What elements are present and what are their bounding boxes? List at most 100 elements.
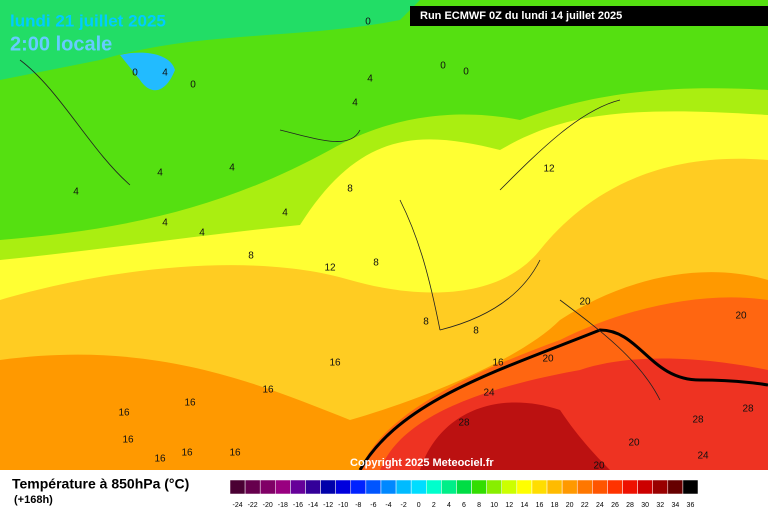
contour-label: 16	[492, 358, 504, 369]
contour-label: 4	[157, 168, 163, 179]
contour-label: 0	[463, 67, 469, 78]
color-swatch	[516, 479, 533, 495]
color-swatch	[561, 479, 578, 495]
contour-label: 0	[365, 17, 371, 28]
colorbar-tick-label: 32	[656, 502, 664, 509]
colorbar-tick-label: 2	[432, 502, 436, 509]
contour-label: 24	[483, 388, 495, 399]
forecast-time: 2:00 locale	[10, 33, 112, 55]
run-label: Run ECMWF 0Z du lundi 14 juillet 2025	[420, 10, 622, 22]
color-swatch	[410, 479, 427, 495]
contour-label: 8	[248, 251, 254, 262]
color-swatch	[652, 479, 669, 495]
contour-label: 16	[262, 385, 274, 396]
contour-label: 0	[440, 61, 446, 72]
contour-label: 0	[190, 80, 196, 91]
color-swatch	[395, 479, 412, 495]
colorbar-tick-label: -10	[338, 502, 348, 509]
temperature-zone	[420, 402, 610, 470]
forecast-date: lundi 21 juillet 2025	[10, 11, 166, 30]
color-swatch	[441, 479, 457, 495]
colorbar-tick-label: 28	[626, 502, 634, 509]
color-swatch	[426, 479, 442, 495]
contour-label: 16	[184, 398, 196, 409]
contour-label: 12	[324, 263, 336, 274]
contour-label: 0	[132, 68, 138, 79]
colorbar-tick-label: 22	[581, 502, 589, 509]
contour-label: 4	[282, 208, 288, 219]
color-swatch	[486, 479, 502, 495]
contour-label: 28	[458, 418, 470, 429]
colorbar-tick-label: 36	[687, 502, 695, 509]
colorbar-tick-label: -16	[293, 502, 303, 509]
colorbar-tick-label: -24	[232, 502, 242, 509]
color-swatch	[592, 479, 608, 495]
colorbar-tick-label: 6	[462, 502, 466, 509]
colorbar-tick-label: 18	[551, 502, 559, 509]
contour-label: 16	[154, 454, 166, 465]
color-swatch	[576, 479, 593, 495]
colorbar-tick-label: -6	[370, 502, 376, 509]
contour-label: 4	[352, 98, 358, 109]
lead-time: (+168h)	[14, 494, 53, 506]
temperature-zone	[0, 0, 420, 80]
color-swatch	[682, 479, 699, 495]
colorbar-tick-label: -20	[263, 502, 273, 509]
colorbar-tick-label: -2	[400, 502, 406, 509]
contour-label: 4	[199, 228, 205, 239]
color-swatch	[244, 479, 261, 495]
color-swatch	[622, 479, 638, 495]
contour-label: 8	[473, 326, 479, 337]
colorbar-tick-label: 16	[536, 502, 544, 509]
contour-label: 4	[73, 187, 79, 198]
color-swatch	[305, 479, 321, 495]
contour-label: 28	[742, 404, 754, 415]
color-swatch	[290, 479, 306, 495]
contour-label: 16	[181, 448, 193, 459]
colorbar-tick-label: -12	[323, 502, 333, 509]
color-swatch	[350, 479, 367, 495]
colorbar-tick-label: -14	[308, 502, 318, 509]
colorbar-tick-label: -4	[385, 502, 391, 509]
contour-label: 20	[735, 311, 747, 322]
contour-label: 24	[697, 451, 709, 462]
colorbar-tick-label: -8	[355, 502, 361, 509]
contour-label: 8	[347, 184, 353, 195]
color-swatch	[456, 479, 472, 495]
contour-label: 28	[692, 415, 704, 426]
color-swatch	[275, 479, 291, 495]
colorbar-tick-label: 34	[671, 502, 679, 509]
contour-label: 8	[423, 317, 429, 328]
colorbar-tick-label: 20	[566, 502, 574, 509]
colorbar-tick-label: 24	[596, 502, 604, 509]
contour-label: 16	[229, 448, 241, 459]
contour-label: 8	[373, 258, 379, 269]
color-swatch	[380, 479, 397, 495]
contour-label: 4	[367, 74, 373, 85]
contour-label: 4	[162, 218, 168, 229]
contour-label: 20	[593, 461, 605, 472]
legend-title: Température à 850hPa (°C)	[12, 476, 189, 492]
colorbar-tick-label: -18	[278, 502, 288, 509]
copyright: Copyright 2025 Meteociel.fr	[350, 457, 494, 469]
contour-label: 16	[118, 408, 130, 419]
colorbar-tick-label: 8	[477, 502, 481, 509]
color-swatch	[546, 479, 563, 495]
colorbar-tick-label: -22	[248, 502, 258, 509]
colorbar-tick-label: 12	[505, 502, 513, 509]
color-swatch	[531, 479, 548, 495]
color-swatch	[335, 479, 352, 495]
color-swatch	[229, 479, 246, 495]
contour-label: 20	[542, 354, 554, 365]
color-swatch	[607, 479, 623, 495]
color-swatch	[320, 479, 336, 495]
contour-label: 4	[229, 163, 235, 174]
colorbar-tick-label: 10	[490, 502, 498, 509]
color-swatch	[259, 479, 276, 495]
color-swatch	[667, 479, 684, 495]
color-swatch	[501, 479, 518, 495]
colorbar-tick-label: 4	[447, 502, 451, 509]
run-box	[410, 6, 768, 26]
contour-label: 4	[162, 68, 168, 79]
color-swatch	[471, 479, 487, 495]
